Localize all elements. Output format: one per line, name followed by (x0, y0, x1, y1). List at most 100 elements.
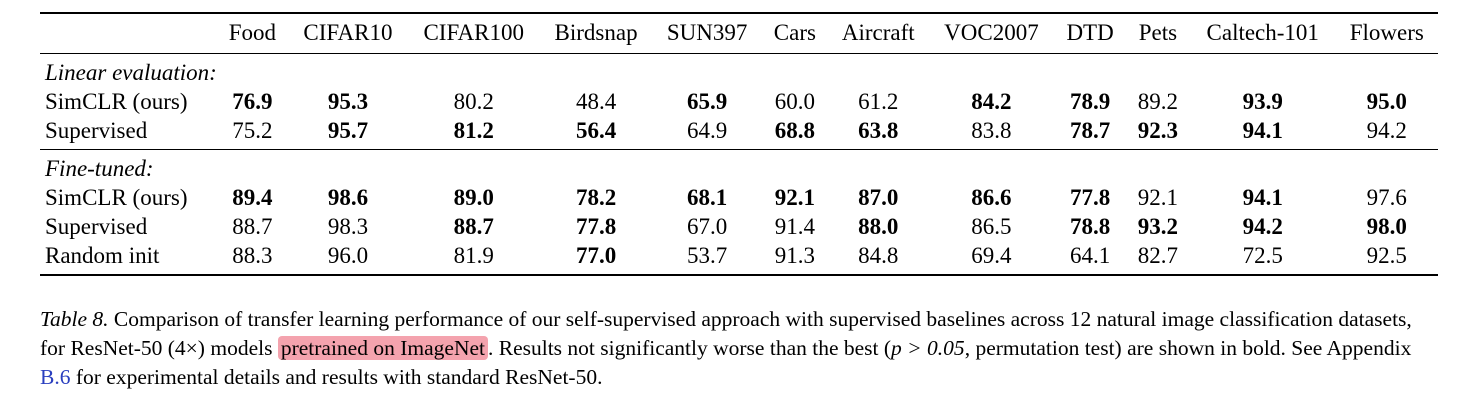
score-cell: 81.9 (453, 243, 494, 268)
score-cell: 75.2 (232, 118, 273, 143)
score-cell: 95.3 (327, 89, 369, 114)
caption-text-1: Comparison of transfer learning performa… (40, 307, 1412, 360)
score-cell: 91.4 (774, 214, 815, 239)
score-cell: 82.7 (1137, 243, 1179, 268)
header-dataset: CIFAR10 (303, 20, 393, 45)
header-dataset: SUN397 (666, 20, 748, 45)
score-cell: 78.2 (575, 185, 617, 210)
score-cell: 89.0 (453, 185, 494, 210)
score-cell: 98.6 (327, 185, 369, 210)
caption-text-3: , permutation test) are shown in bold. S… (964, 336, 1412, 360)
header-dataset: Food (228, 20, 277, 45)
score-cell: 93.2 (1137, 214, 1179, 239)
score-cell: 78.7 (1069, 118, 1111, 143)
section-label: Linear evaluation: (45, 60, 217, 85)
method-name: Supervised (45, 214, 148, 239)
table-row: SimCLR (ours) 76.9 95.3 80.2 48.4 65.9 60.0 61.… (40, 87, 1438, 116)
caption-highlight: pretrained on ImageNet (277, 336, 488, 360)
method-name: SimCLR (ours) (45, 185, 188, 210)
score-cell: 83.8 (971, 118, 1012, 143)
score-cell: 92.3 (1137, 118, 1179, 143)
header-dataset: Cars (773, 20, 816, 45)
score-cell: 77.8 (1069, 185, 1111, 210)
section-label-row: Linear evaluation: (40, 54, 1438, 88)
score-cell: 96.0 (327, 243, 369, 268)
header-dataset: Flowers (1349, 20, 1424, 45)
score-cell: 69.4 (971, 243, 1012, 268)
score-cell: 77.0 (575, 243, 617, 268)
score-cell: 95.7 (327, 118, 369, 143)
score-cell: 64.9 (686, 118, 728, 143)
section-label-row: Fine-tuned: (40, 150, 1438, 184)
score-cell: 94.2 (1366, 118, 1407, 143)
header-dataset: Pets (1138, 20, 1178, 45)
score-cell: 97.6 (1366, 185, 1407, 210)
header-dataset: Caltech-101 (1206, 20, 1319, 45)
table-row: Supervised 88.7 98.3 88.7 77.8 67.0 91.4 88.0 86… (40, 212, 1438, 241)
score-cell: 84.2 (971, 89, 1012, 114)
table-section: Linear evaluation: SimCLR (ours) 76.9 95.3 8… (40, 53, 1438, 150)
score-cell: 94.2 (1242, 214, 1283, 239)
caption-label: Table 8. (40, 307, 109, 331)
score-cell: 88.0 (858, 214, 899, 239)
score-cell: 84.8 (858, 243, 899, 268)
score-cell: 80.2 (453, 89, 494, 114)
score-cell: 89.2 (1137, 89, 1179, 114)
score-cell: 91.3 (774, 243, 815, 268)
appendix-link[interactable]: B.6 (40, 365, 71, 389)
header-dataset: CIFAR100 (423, 20, 524, 45)
caption-text-4: for experimental details and results wit… (70, 365, 603, 389)
score-cell: 67.0 (686, 214, 728, 239)
score-cell: 94.1 (1242, 118, 1283, 143)
score-cell: 78.8 (1069, 214, 1111, 239)
score-cell: 88.3 (232, 243, 273, 268)
caption-text-2: . Results not significantly worse than t… (487, 336, 892, 360)
score-cell: 95.0 (1366, 89, 1407, 114)
method-name: Supervised (45, 118, 148, 143)
score-cell: 94.1 (1242, 185, 1283, 210)
transfer-results-table: Food CIFAR10 CIFAR100 Birdsnap SUN397 Cars Air… (40, 12, 1438, 276)
header-dataset: Aircraft (841, 20, 915, 45)
header-dataset: Birdsnap (554, 20, 638, 45)
header-dataset: DTD (1066, 20, 1114, 45)
score-cell: 78.9 (1069, 89, 1111, 114)
score-cell: 68.1 (686, 185, 728, 210)
score-cell: 76.9 (232, 89, 273, 114)
results-table-container: Food CIFAR10 CIFAR100 Birdsnap SUN397 Cars Air… (40, 12, 1438, 276)
score-cell: 86.6 (971, 185, 1012, 210)
table-caption: Table 8. Comparison of transfer learning… (40, 305, 1440, 392)
score-cell: 81.2 (453, 118, 494, 143)
method-name: Random init (45, 243, 160, 268)
table-row: Random init 88.3 96.0 81.9 77.0 53.7 91.3 84.8 6… (40, 241, 1438, 275)
score-cell: 68.8 (774, 118, 815, 143)
score-cell: 98.0 (1366, 214, 1407, 239)
score-cell: 65.9 (686, 89, 728, 114)
score-cell: 92.5 (1366, 243, 1407, 268)
caption-math: p > 0.05 (891, 336, 965, 360)
score-cell: 56.4 (575, 118, 617, 143)
score-cell: 86.5 (971, 214, 1012, 239)
header-method (40, 13, 216, 54)
score-cell: 88.7 (453, 214, 494, 239)
score-cell: 89.4 (232, 185, 273, 210)
score-cell: 53.7 (686, 243, 728, 268)
score-cell: 98.3 (327, 214, 369, 239)
score-cell: 87.0 (858, 185, 899, 210)
table-section: Fine-tuned: SimCLR (ours) 89.4 98.6 89.0 78.2… (40, 149, 1438, 275)
header-row: Food CIFAR10 CIFAR100 Birdsnap SUN397 Cars Air… (40, 13, 1438, 54)
header-dataset: VOC2007 (944, 20, 1039, 45)
table-header: Food CIFAR10 CIFAR100 Birdsnap SUN397 Cars Air… (40, 13, 1438, 54)
method-name: SimCLR (ours) (45, 89, 188, 114)
score-cell: 61.2 (858, 89, 899, 114)
score-cell: 92.1 (1137, 185, 1179, 210)
score-cell: 92.1 (774, 185, 815, 210)
score-cell: 88.7 (232, 214, 273, 239)
score-cell: 60.0 (774, 89, 815, 114)
score-cell: 72.5 (1242, 243, 1283, 268)
table-row: SimCLR (ours) 89.4 98.6 89.0 78.2 68.1 92.1 87.… (40, 183, 1438, 212)
score-cell: 63.8 (858, 118, 899, 143)
score-cell: 93.9 (1242, 89, 1283, 114)
section-label: Fine-tuned: (45, 156, 154, 181)
score-cell: 48.4 (575, 89, 617, 114)
table-row: Supervised 75.2 95.7 81.2 56.4 64.9 68.8 63.8 83… (40, 116, 1438, 150)
